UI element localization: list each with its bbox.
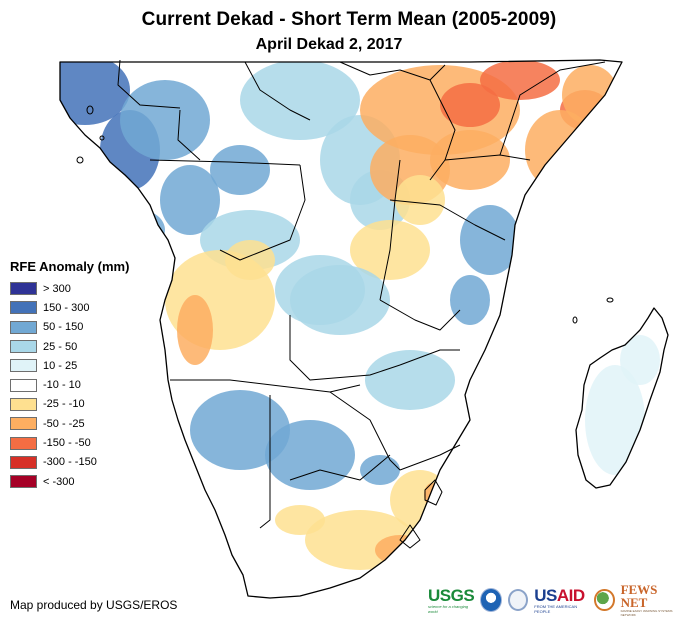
legend-label: -25 - -10	[43, 398, 85, 411]
legend-swatch	[10, 301, 37, 315]
usgs-logo: USGS science for a changing world	[428, 585, 475, 614]
island	[99, 135, 105, 141]
anomaly-patch	[240, 60, 360, 140]
anomaly-patch	[275, 505, 325, 535]
country-border	[399, 444, 461, 471]
anomaly-patch	[430, 130, 510, 190]
anomaly-patch	[460, 205, 520, 275]
legend-label: > 300	[43, 282, 71, 295]
legend-label: -150 - -50	[43, 437, 91, 450]
usaid-seal-icon	[508, 589, 529, 611]
anomaly-patch	[585, 365, 645, 475]
legend-item: -25 - -10	[10, 395, 129, 414]
legend-label: -50 - -25	[43, 417, 85, 430]
anomaly-patch	[210, 145, 270, 195]
anomaly-patch	[290, 265, 390, 335]
country-border	[339, 61, 446, 81]
noaa-logo-icon	[480, 588, 503, 612]
country-border	[289, 454, 391, 481]
legend-swatch	[10, 417, 37, 431]
legend-item: < -300	[10, 472, 129, 491]
legend-label: -10 - 10	[43, 379, 81, 392]
country-border	[499, 61, 606, 156]
map-subtitle: April Dekad 2, 2017	[255, 36, 403, 53]
country-border	[219, 164, 306, 261]
country-border	[289, 315, 401, 381]
country-borders	[59, 59, 669, 599]
country-border	[429, 79, 456, 181]
island	[606, 297, 614, 303]
country-border	[170, 379, 361, 393]
map-title: Current Dekad - Short Term Mean (2005-20…	[141, 9, 557, 30]
legend-swatch	[10, 340, 37, 354]
anomaly-patch	[177, 295, 213, 365]
partner-logos: USGS science for a changing world USAID …	[428, 582, 682, 617]
anomaly-patch	[525, 110, 595, 190]
coastline	[575, 307, 669, 489]
legend-item: 150 - 300	[10, 298, 129, 317]
anomaly-patch	[225, 240, 275, 280]
country-border	[424, 479, 443, 506]
legend-swatch	[10, 282, 37, 296]
island	[572, 316, 578, 324]
country-border	[149, 159, 301, 166]
legend-item: 25 - 50	[10, 337, 129, 356]
country-border	[117, 59, 181, 109]
anomaly-patch	[440, 83, 500, 127]
country-border	[329, 391, 401, 471]
legend-label: < -300	[43, 475, 75, 488]
anomaly-patch	[620, 335, 660, 385]
country-border	[177, 109, 201, 161]
fewsnet-logo: FEWS NET FAMINE EARLY WARNING SYSTEMS NE…	[620, 582, 673, 617]
legend-swatch	[10, 359, 37, 373]
legend-item: -150 - -50	[10, 433, 129, 452]
legend-swatch	[10, 436, 37, 450]
country-border	[244, 61, 311, 121]
island	[76, 156, 84, 164]
legend-item: > 300	[10, 279, 129, 298]
anomaly-patch	[365, 350, 455, 410]
legend-item: 50 - 150	[10, 318, 129, 337]
island	[86, 105, 94, 115]
legend-label: 50 - 150	[43, 321, 84, 334]
legend-item: -10 - 10	[10, 375, 129, 394]
legend-label: -300 - -150	[43, 456, 97, 469]
anomaly-patch	[190, 390, 290, 470]
legend-item: 10 - 25	[10, 356, 129, 375]
fews-globe-icon	[594, 589, 615, 611]
coastline	[59, 59, 623, 599]
country-border	[399, 524, 421, 549]
legend-swatch	[10, 397, 37, 411]
legend-title: RFE Anomaly (mm)	[10, 259, 130, 274]
anomaly-patch	[395, 175, 445, 225]
country-border	[379, 299, 461, 331]
anomaly-patch	[265, 420, 355, 490]
legend-swatch	[10, 320, 37, 334]
credit-text: Map produced by USGS/EROS	[10, 598, 178, 612]
legend-swatch	[10, 378, 37, 392]
legend-label: 150 - 300	[43, 301, 90, 314]
legend-item: -50 - -25	[10, 414, 129, 433]
legend: RFE Anomaly (mm) > 300 150 - 300 50 - 150 2…	[10, 259, 129, 491]
country-border	[379, 159, 401, 301]
legend-label: 10 - 25	[43, 359, 78, 372]
country-border	[259, 395, 271, 529]
anomaly-patch	[360, 455, 400, 485]
country-border	[399, 349, 460, 366]
legend-swatch	[10, 475, 37, 489]
anomaly-patch	[120, 80, 210, 160]
legend-item: -300 - -150	[10, 453, 129, 472]
anomaly-patch	[562, 65, 618, 125]
legend-label: 25 - 50	[43, 340, 78, 353]
usaid-logo: USAID FROM THE AMERICAN PEOPLE	[534, 585, 585, 614]
anomaly-patch	[115, 210, 165, 250]
anomaly-patch	[480, 60, 560, 100]
anomaly-patch	[450, 275, 490, 325]
country-border	[389, 199, 506, 241]
legend-swatch	[10, 455, 37, 469]
anomaly-patch	[160, 165, 220, 235]
anomaly-patch	[85, 170, 135, 210]
